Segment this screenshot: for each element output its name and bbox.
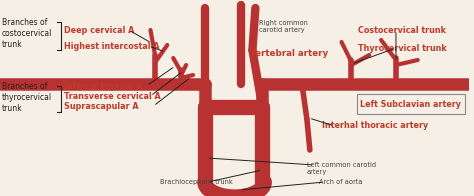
Text: Highest intercostal A: Highest intercostal A [64, 42, 160, 51]
Text: Deep cervical A: Deep cervical A [64, 25, 135, 34]
Text: Inferior thyroid A: Inferior thyroid A [64, 82, 143, 91]
Text: Left Subclavian artery: Left Subclavian artery [360, 100, 461, 109]
Text: Costocervical trunk: Costocervical trunk [358, 25, 447, 34]
Text: Brachiocephalic trunk: Brachiocephalic trunk [160, 179, 233, 185]
Text: Arch of aorta: Arch of aorta [319, 179, 362, 185]
Text: Transverse cervical A: Transverse cervical A [64, 92, 161, 101]
Text: Branches of
thyrocervical
trunk: Branches of thyrocervical trunk [2, 82, 52, 113]
Text: Suprascapular A: Suprascapular A [64, 102, 139, 111]
FancyBboxPatch shape [357, 94, 465, 114]
Text: Branches of
costocervical
trunk: Branches of costocervical trunk [2, 18, 52, 49]
Text: Left common carotid
artery: Left common carotid artery [307, 162, 376, 175]
Text: Right common
carotid artery: Right common carotid artery [259, 20, 308, 33]
Text: Thyrocervical trunk: Thyrocervical trunk [358, 44, 447, 53]
Text: Vertebral artery: Vertebral artery [249, 48, 328, 57]
Text: Interhal thoracic artery: Interhal thoracic artery [322, 122, 428, 131]
